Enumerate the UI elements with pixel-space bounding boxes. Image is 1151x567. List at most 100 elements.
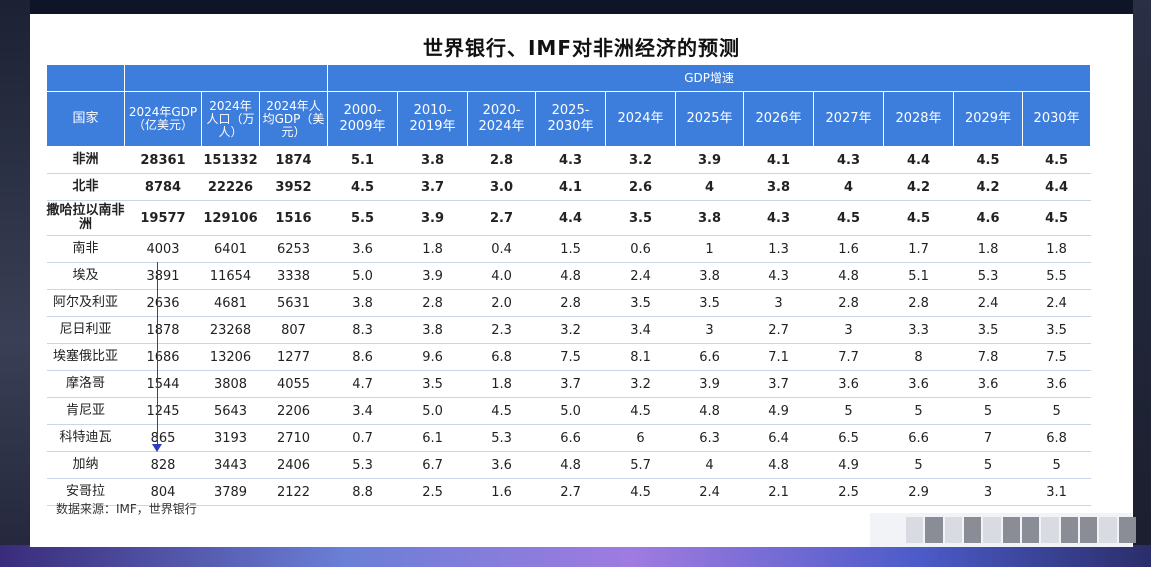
growth-cell: 2.1: [743, 478, 814, 506]
growth-cell: 5: [883, 451, 954, 479]
gdp-per-capita-cell: 3338: [259, 262, 328, 290]
growth-cell: 5.0: [397, 397, 468, 425]
overlay-bar: [1099, 517, 1117, 543]
growth-cell: 3.4: [327, 397, 398, 425]
country-cell: 非洲: [46, 146, 125, 174]
growth-cell: 4.5: [605, 397, 676, 425]
growth-cell: 2.5: [397, 478, 468, 506]
growth-cell: 4.5: [1022, 146, 1091, 174]
gdp-per-capita-cell: 1516: [259, 200, 328, 236]
growth-cell: 7.8: [953, 343, 1023, 371]
table-row: 埃塞俄比亚 1686 13206 1277 8.6 9.6 6.8 7.5 8.1 6.6 7.1 7…: [46, 343, 1091, 371]
country-cell: 埃及: [46, 262, 125, 290]
growth-cell: 3.1: [1022, 478, 1091, 506]
growth-cell: 2.8: [813, 289, 884, 317]
overlay-bar: [1002, 517, 1020, 543]
growth-cell: 2.4: [1022, 289, 1091, 317]
gdp-cell: 19577: [124, 200, 202, 236]
forecast-table: GDP增速 国家 2024年GDP（亿美元） 2024年人口（万人） 2024年…: [46, 64, 1092, 506]
population-cell: 13206: [201, 343, 260, 371]
gdp-cell: 1878: [124, 316, 202, 344]
growth-cell: 7.1: [743, 343, 814, 371]
growth-cell: 2.0: [467, 289, 536, 317]
growth-cell: 4.7: [327, 370, 398, 398]
growth-cell: 7: [953, 424, 1023, 452]
growth-cell: 4.8: [813, 262, 884, 290]
growth-cell: 3.2: [605, 370, 676, 398]
growth-cell: 3.5: [953, 316, 1023, 344]
table-row: 摩洛哥 1544 3808 4055 4.7 3.5 1.8 3.7 3.2 3.9 3.7 3.6 3…: [46, 370, 1091, 398]
growth-cell: 3.8: [675, 200, 744, 236]
growth-cell: 3.5: [605, 200, 676, 236]
growth-cell: 4.5: [327, 173, 398, 201]
growth-cell: 7.5: [535, 343, 606, 371]
growth-cell: 5: [883, 397, 954, 425]
growth-cell: 3: [953, 478, 1023, 506]
overlay-bar: [906, 517, 924, 543]
header-period: 2000-2009年: [327, 91, 399, 147]
table-row: 非洲 28361 151332 1874 5.1 3.8 2.8 4.3 3.2 3.9 4.1 4.…: [46, 146, 1091, 174]
growth-cell: 4: [675, 451, 744, 479]
country-cell: 北非: [46, 173, 125, 201]
overlay-bar: [1079, 517, 1098, 543]
gdp-per-capita-cell: 2710: [259, 424, 328, 452]
country-cell: 埃塞俄比亚: [46, 343, 125, 371]
table-row: 科特迪瓦 865 3193 2710 0.7 6.1 5.3 6.6 6 6.3 6.4 6.5 6.6…: [46, 424, 1091, 452]
growth-cell: 3.7: [397, 173, 468, 201]
header-period: 2020-2024年: [467, 91, 537, 147]
growth-cell: 2.4: [953, 289, 1023, 317]
data-source-note: 数据来源：IMF，世界银行: [56, 502, 197, 516]
growth-cell: 8.8: [327, 478, 398, 506]
population-cell: 3443: [201, 451, 260, 479]
growth-cell: 0.4: [467, 235, 536, 263]
header-pop-2024: 2024年人口（万人）: [201, 91, 260, 147]
growth-cell: 4.4: [883, 146, 954, 174]
growth-cell: 6.6: [675, 343, 744, 371]
gdp-cell: 1245: [124, 397, 202, 425]
header-period: 2024年: [605, 91, 677, 147]
growth-cell: 3.0: [467, 173, 536, 201]
population-cell: 3789: [201, 478, 260, 506]
growth-cell: 5.3: [953, 262, 1023, 290]
growth-cell: 2.4: [605, 262, 676, 290]
growth-cell: 1.3: [743, 235, 814, 263]
growth-cell: 0.7: [327, 424, 398, 452]
growth-cell: 4.5: [953, 146, 1023, 174]
growth-cell: 2.4: [675, 478, 744, 506]
country-cell: 科特迪瓦: [46, 424, 125, 452]
growth-cell: 5.3: [467, 424, 536, 452]
growth-cell: 4.1: [535, 173, 606, 201]
growth-cell: 4.3: [743, 262, 814, 290]
growth-cell: 2.8: [467, 146, 536, 174]
growth-cell: 6: [605, 424, 676, 452]
page-title: 世界银行、IMF对非洲经济的预测: [422, 36, 740, 60]
growth-cell: 4.3: [813, 146, 884, 174]
growth-cell: 8.1: [605, 343, 676, 371]
growth-cell: 4.5: [1022, 200, 1091, 236]
growth-cell: 3.3: [883, 316, 954, 344]
growth-cell: 5.7: [605, 451, 676, 479]
overlay-bar: [1118, 517, 1136, 543]
growth-cell: 6.6: [535, 424, 606, 452]
growth-cell: 3.6: [467, 451, 536, 479]
growth-cell: 1.8: [467, 370, 536, 398]
population-cell: 11654: [201, 262, 260, 290]
stage-light-strip: [0, 545, 1151, 567]
population-cell: 129106: [201, 200, 260, 236]
growth-cell: 6.8: [467, 343, 536, 371]
growth-cell: 4.8: [535, 451, 606, 479]
population-cell: 23268: [201, 316, 260, 344]
gdp-per-capita-cell: 1874: [259, 146, 328, 174]
growth-cell: 3.5: [1022, 316, 1091, 344]
growth-cell: 6.1: [397, 424, 468, 452]
growth-cell: 2.8: [397, 289, 468, 317]
growth-cell: 8.6: [327, 343, 398, 371]
gdp-per-capita-cell: 2122: [259, 478, 328, 506]
growth-cell: 5.1: [327, 146, 398, 174]
gdp-per-capita-cell: 807: [259, 316, 328, 344]
population-cell: 22226: [201, 173, 260, 201]
background-right: [1133, 0, 1151, 567]
growth-cell: 1.8: [397, 235, 468, 263]
growth-cell: 7.5: [1022, 343, 1091, 371]
population-cell: 151332: [201, 146, 260, 174]
